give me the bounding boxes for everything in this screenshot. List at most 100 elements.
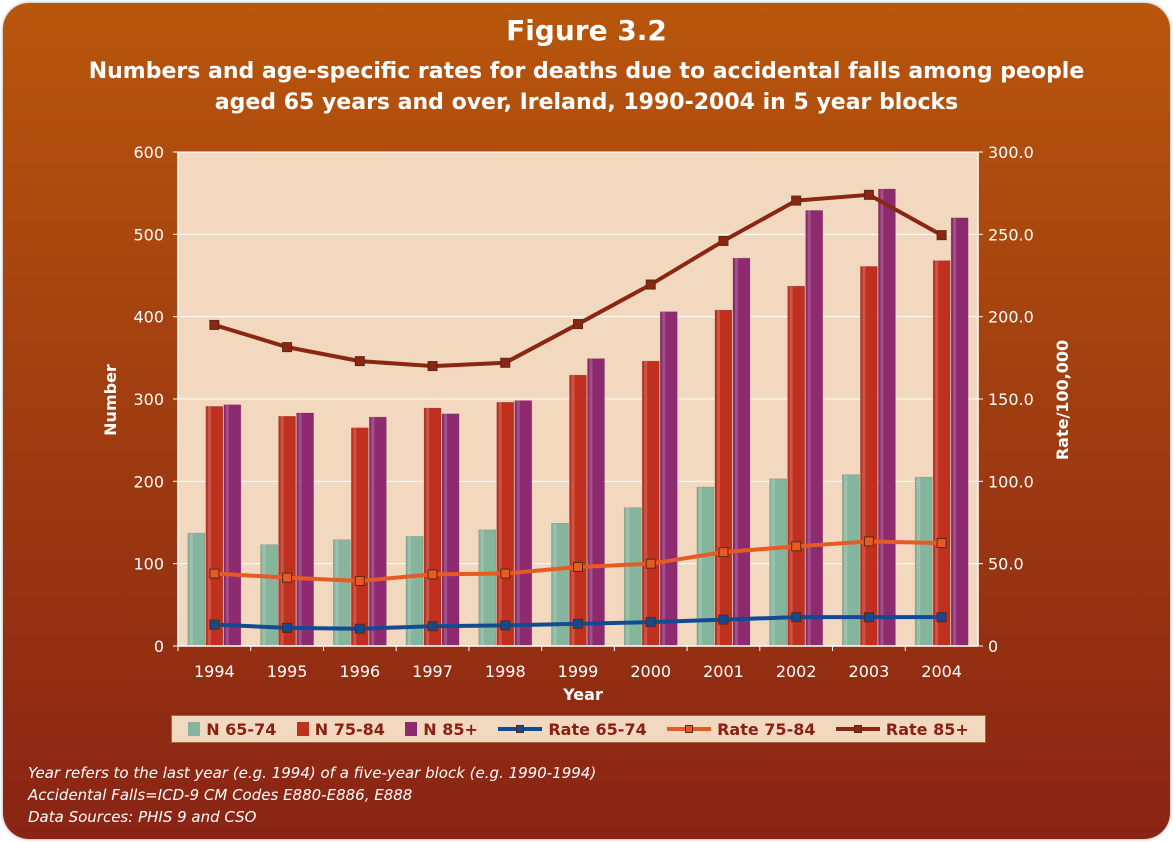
x-tick-label: 1997 [412,662,453,681]
legend-item-n-75-84: N 75-84 [296,720,385,739]
x-tick-label: 2001 [703,662,744,681]
y2-tick-label: 50.0 [988,555,1024,574]
y-axis-title: Number [101,364,120,436]
legend: N 65-74 N 75-84 N 85+ Rate 65-74 Rate 75… [171,715,986,743]
y-tick-label: 200 [133,472,164,491]
y2-tick-label: 100.0 [988,472,1034,491]
bar-highlight [626,507,630,646]
bar-highlight [844,474,848,646]
x-tick-label: 2003 [849,662,890,681]
point-rate-65-74 [282,622,293,633]
legend-label-rate-65-74: Rate 65-74 [548,719,647,739]
point-rate-75-84 [718,547,729,558]
point-rate-65-74 [500,620,511,631]
point-rate-75-84 [645,558,656,569]
legend-swatch-rate-75-84 [667,722,712,736]
point-rate-85 [863,189,874,200]
bar-highlight [408,536,412,646]
bar-highlight [207,406,211,646]
bar-highlight [189,533,193,646]
bar-highlight [280,416,284,646]
y2-tick-label: 300.0 [988,143,1034,162]
point-rate-65-74 [573,618,583,629]
bar-highlight [498,402,502,646]
footnotes: Year refers to the last year (e.g. 1994)… [28,762,596,828]
legend-item-n-65-74: N 65-74 [188,720,276,739]
point-rate-85 [936,230,947,241]
y-tick-label: 100 [133,555,164,574]
bar-highlight [953,217,957,646]
bar-highlight [917,477,921,646]
bar-highlight [353,427,357,646]
legend-swatch-n-65-74 [188,722,201,736]
point-rate-75-84 [791,541,802,552]
point-rate-75-84 [282,572,293,583]
bar-highlight [225,404,229,646]
bar-highlight [644,361,648,646]
x-tick-label: 1996 [339,662,380,681]
y-tick-label: 500 [133,225,164,244]
point-rate-85 [645,279,656,290]
legend-item-n-85: N 85+ [405,720,478,739]
x-tick-label: 1995 [267,662,308,681]
point-rate-85 [500,357,511,368]
bar-highlight [335,539,339,646]
bar-highlight [480,529,484,646]
bar-highlight [716,310,720,646]
point-rate-65-74 [791,612,802,623]
point-rate-65-74 [427,621,438,632]
y2-tick-label: 200.0 [988,308,1034,327]
x-tick-label: 2002 [776,662,817,681]
bar-highlight [426,408,430,646]
bar-highlight [807,210,811,646]
point-rate-75-84 [500,568,511,579]
point-rate-85 [354,356,365,367]
legend-item-rate-65-74: Rate 65-74 [498,719,647,739]
x-tick-label: 1999 [558,662,599,681]
bar-highlight [771,478,775,646]
bar-highlight [571,375,575,646]
chart-title: Numbers and age-specific rates for death… [88,59,1085,115]
bar-highlight [298,412,302,646]
point-rate-85 [791,195,802,206]
point-rate-75-84 [354,575,365,586]
figure-label: Figure 3.2 [506,14,667,47]
legend-swatch-rate-85 [835,722,880,736]
point-rate-85 [209,319,220,330]
point-rate-85 [282,342,293,353]
footnote-sources: Data Sources: PHIS 9 and CSO [28,808,257,826]
y-tick-label: 0 [154,637,164,656]
x-tick-label: 2000 [630,662,671,681]
point-rate-85 [427,361,438,372]
y-tick-label: 600 [133,143,164,162]
bar-highlight [662,311,666,646]
legend-label-rate-75-84: Rate 75-84 [717,719,816,739]
point-rate-75-84 [936,538,947,549]
point-rate-75-84 [209,568,220,579]
bar-highlight [734,258,738,646]
bar-highlight [444,413,448,646]
footnote-codes: Accidental Falls=ICD-9 CM Codes E880-E88… [28,786,413,804]
point-rate-75-84 [573,561,583,572]
point-rate-75-84 [863,536,874,547]
bar-highlight [262,544,266,646]
y2-tick-label: 250.0 [988,225,1034,244]
legend-swatch-n-75-84 [296,722,309,736]
point-rate-65-74 [645,617,656,628]
bar-highlight [862,266,866,646]
x-tick-label: 1994 [194,662,235,681]
point-rate-65-74 [936,612,947,623]
legend-label-rate-85: Rate 85+ [885,719,969,739]
point-rate-65-74 [209,619,220,630]
x-axis-title: Year [562,685,603,704]
point-rate-75-84 [427,569,438,580]
bar-highlight [935,260,939,646]
point-rate-85 [573,319,583,330]
y2-tick-label: 150.0 [988,390,1034,409]
legend-label-n-65-74: N 65-74 [206,719,277,739]
bar-highlight [371,417,375,646]
footnote-year: Year refers to the last year (e.g. 1994)… [28,764,597,782]
legend-swatch-n-85 [405,722,418,736]
point-rate-65-74 [354,623,365,634]
